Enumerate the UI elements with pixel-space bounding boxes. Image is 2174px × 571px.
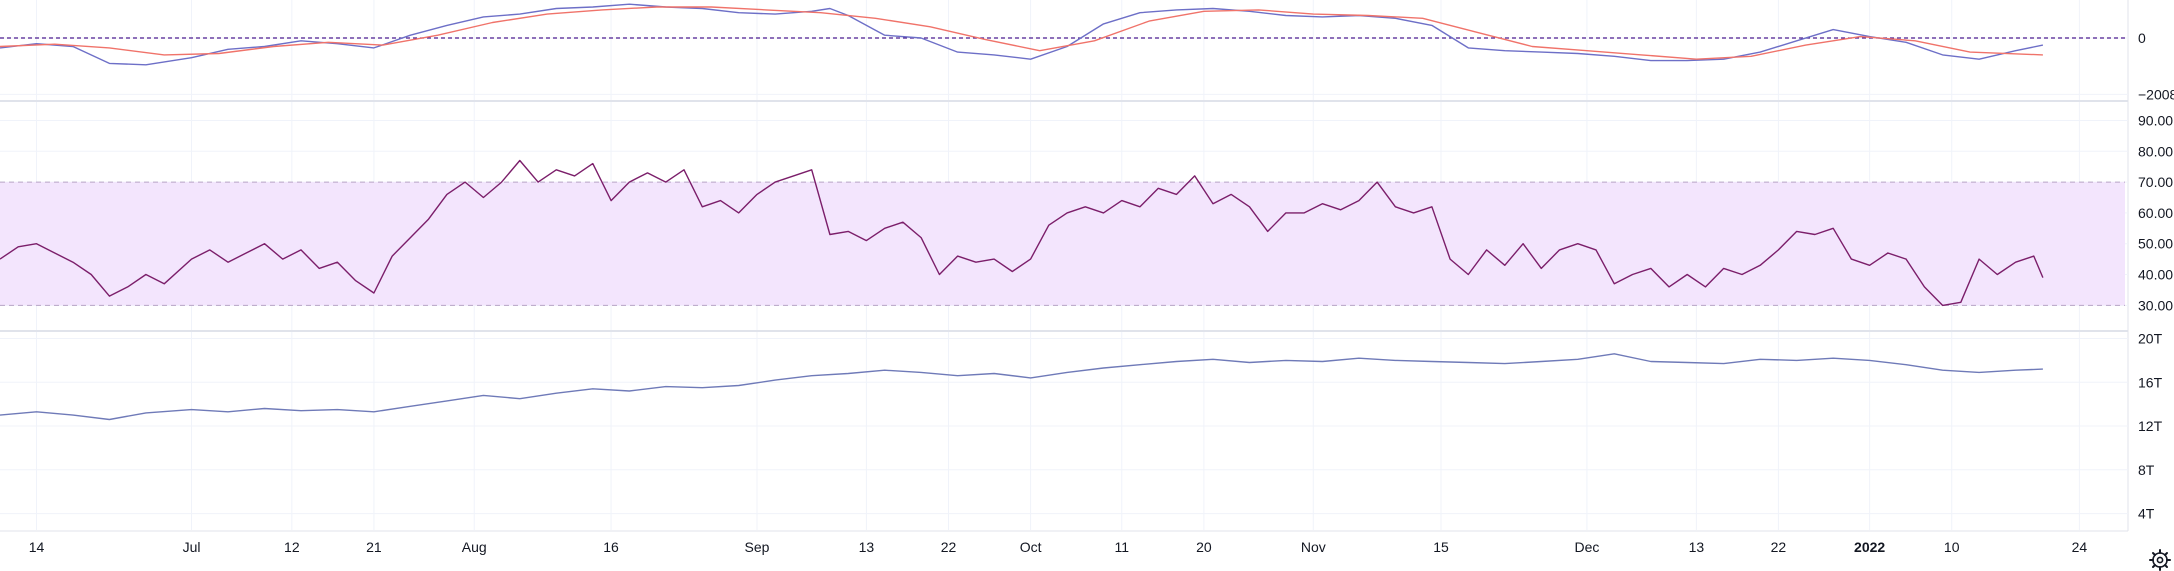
- x-tick-label: 11: [1115, 539, 1130, 555]
- x-tick-label: Aug: [462, 539, 487, 555]
- x-tick-label: 14: [29, 539, 45, 555]
- gear-icon[interactable]: [2149, 549, 2171, 571]
- rsi-band: [0, 182, 2125, 306]
- macd-y-tick-label: 0: [2138, 30, 2146, 46]
- x-tick-label: 10: [1944, 539, 1960, 555]
- x-tick-label: Jul: [183, 539, 201, 555]
- value-y-tick-label: 4T: [2138, 506, 2155, 522]
- rsi-y-tick-label: 30.00: [2138, 297, 2173, 313]
- x-tick-label: 21: [366, 539, 382, 555]
- rsi-y-tick-label: 80.00: [2138, 143, 2173, 159]
- x-tick-label: 20: [1196, 539, 1212, 555]
- x-tick-label: 13: [859, 539, 875, 555]
- macd-series-line-1[interactable]: [0, 3, 2044, 66]
- value-y-tick-label: 8T: [2138, 462, 2155, 478]
- rsi-y-tick-label: 50.00: [2138, 236, 2173, 252]
- value-y-tick-label: 16T: [2138, 374, 2163, 390]
- x-tick-label: Nov: [1301, 539, 1326, 555]
- x-tick-label: Oct: [1020, 539, 1042, 555]
- x-tick-label: 22: [941, 539, 957, 555]
- rsi-y-tick-label: 90.00: [2138, 112, 2173, 128]
- rsi-y-tick-label: 40.00: [2138, 267, 2173, 283]
- value-y-tick-label: 20T: [2138, 330, 2163, 346]
- rsi-y-tick-label: 70.00: [2138, 174, 2173, 190]
- macd-series-line-2[interactable]: [0, 6, 2043, 60]
- x-tick-label: Dec: [1574, 539, 1599, 555]
- bands-layer: [0, 37, 2126, 306]
- series-layer: [0, 3, 2044, 421]
- x-tick-label: 2022: [1854, 539, 1885, 555]
- x-tick-label: 15: [1433, 539, 1449, 555]
- x-tick-label: 12: [284, 539, 300, 555]
- rsi-y-tick-label: 60.00: [2138, 205, 2173, 221]
- macd-y-tick-label: −2008: [2138, 86, 2174, 102]
- x-tick-label: Sep: [745, 539, 770, 555]
- x-tick-label: 16: [603, 539, 619, 555]
- x-tick-label: 22: [1771, 539, 1787, 555]
- x-tick-label: 24: [2072, 539, 2088, 555]
- x-tick-label: 13: [1689, 539, 1705, 555]
- value-y-tick-label: 12T: [2138, 418, 2163, 434]
- value-series-line-1[interactable]: [0, 353, 2043, 421]
- axis-layer: 0 −2008 90.00 80.00 70.00 60.00 50.00 40.00 30.0…: [29, 30, 2174, 555]
- rsi-series-line-1[interactable]: [0, 159, 2044, 307]
